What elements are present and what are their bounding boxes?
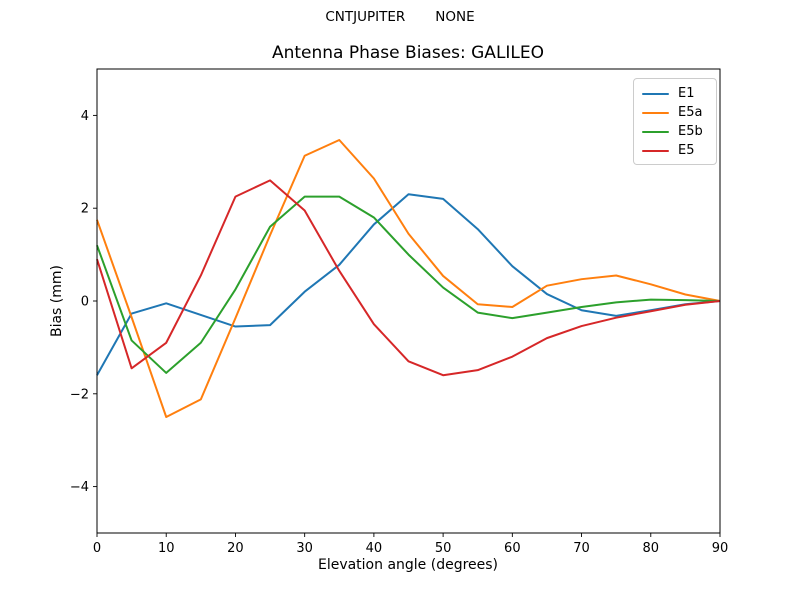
y-tick-label: 4: [81, 109, 89, 124]
legend: E1 E5a E5b E5: [633, 78, 717, 165]
x-axis-label: Elevation angle (degrees): [317, 557, 499, 573]
x-tick-label: 50: [435, 541, 452, 556]
legend-item-E5a: E5a: [642, 103, 708, 122]
chart-title: Antenna Phase Biases: GALILEO: [271, 43, 545, 63]
legend-label-E5a: E5a: [678, 105, 703, 120]
x-tick-label: 20: [227, 541, 244, 556]
y-tick-label: 0: [81, 295, 89, 310]
x-tick-label: 60: [504, 541, 521, 556]
y-axis-label: Bias (mm): [49, 264, 65, 338]
legend-line-swatch-E5b: [642, 130, 669, 133]
x-tick-label: 90: [712, 541, 729, 556]
figure-suptitle: CNTJUPITER NONE: [325, 9, 475, 25]
legend-line-swatch-E5a: [642, 111, 669, 114]
legend-label-E5b: E5b: [678, 124, 703, 139]
series-line-E5a: [96, 138, 721, 418]
y-tick-label: 2: [81, 202, 89, 217]
series-line-E5b: [96, 195, 721, 374]
legend-line-swatch-E1: [642, 92, 669, 95]
legend-item-E1: E1: [642, 84, 708, 103]
legend-item-E5: E5: [642, 141, 708, 160]
x-tick-label: 30: [296, 541, 313, 556]
x-tick-label: 80: [643, 541, 660, 556]
y-tick-label: −4: [70, 480, 89, 495]
x-tick-label: 70: [573, 541, 590, 556]
legend-line-swatch-E5: [642, 149, 669, 152]
series-line-E5: [96, 179, 721, 377]
x-tick-label: 0: [93, 541, 101, 556]
x-tick-label: 40: [366, 541, 383, 556]
x-tick-label: 10: [158, 541, 175, 556]
legend-label-E5: E5: [678, 143, 695, 158]
y-tick-label: −2: [70, 387, 89, 402]
legend-label-E1: E1: [678, 86, 695, 101]
legend-item-E5b: E5b: [642, 122, 708, 141]
series-line-E1: [96, 193, 721, 376]
